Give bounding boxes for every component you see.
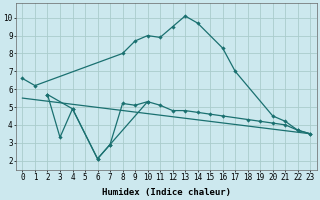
X-axis label: Humidex (Indice chaleur): Humidex (Indice chaleur) bbox=[102, 188, 231, 197]
